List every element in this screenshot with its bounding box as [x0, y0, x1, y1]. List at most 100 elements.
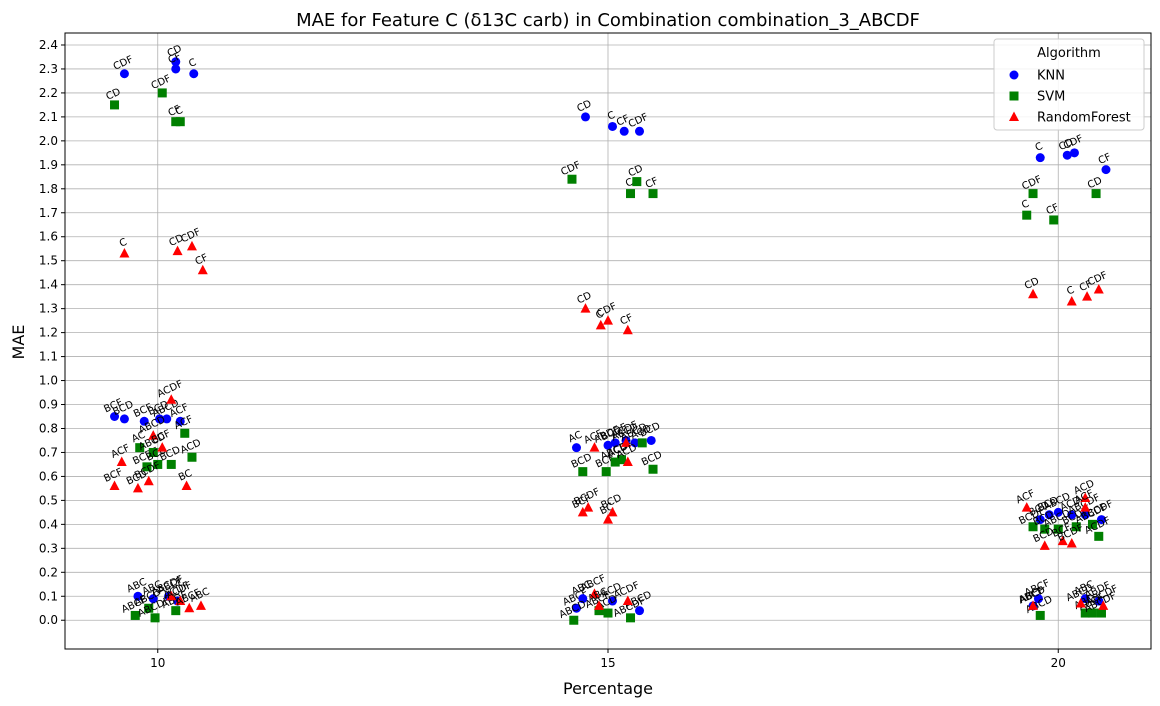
y-tick-label: 1.9	[39, 158, 58, 172]
point-label: C	[624, 177, 635, 190]
data-point-svm	[578, 467, 588, 477]
y-axis-label: MAE	[9, 325, 28, 360]
legend: Algorithm KNN SVM RandomForest	[993, 38, 1145, 131]
data-point-knn	[1035, 515, 1045, 525]
data-point-knn	[189, 69, 199, 79]
data-point-randomforest	[603, 514, 613, 524]
data-point-knn	[1069, 148, 1079, 158]
y-tick-label: 1.8	[39, 182, 58, 196]
data-point-randomforest	[186, 240, 197, 251]
data-point-svm	[150, 613, 160, 623]
legend-items: KNN SVM RandomForest	[1009, 69, 1131, 126]
data-point-svm	[648, 189, 658, 199]
data-point-knn	[1080, 594, 1090, 604]
data-point-randomforest	[166, 394, 177, 404]
y-tick-label: 1.6	[39, 230, 58, 244]
data-point-randomforest	[621, 437, 632, 447]
data-point-knn	[1096, 515, 1106, 525]
data-point-knn	[603, 440, 613, 450]
data-point-knn	[119, 69, 129, 79]
data-point-svm	[617, 455, 627, 465]
point-label: CF	[1045, 202, 1061, 217]
y-tick-label: 0.8	[39, 421, 58, 435]
data-point-svm	[626, 613, 636, 623]
data-point-knn	[171, 64, 181, 74]
data-point-svm	[187, 452, 197, 462]
data-point-knn	[1035, 153, 1045, 163]
point-label: CF	[615, 113, 631, 128]
y-tick-label: 0.9	[39, 398, 58, 412]
data-point-randomforest	[607, 506, 618, 517]
data-point-knn	[571, 443, 581, 453]
data-point-knn	[175, 416, 185, 426]
point-label: CD	[104, 86, 122, 102]
data-point-randomforest	[172, 245, 183, 256]
x-axis-label: Percentage	[563, 679, 653, 698]
data-point-randomforest	[1021, 502, 1032, 512]
data-point-randomforest	[1093, 283, 1104, 294]
point-label: C	[174, 105, 185, 118]
y-axis-ticks: 0.0 0.1 0.2 0.3 0.4 0.5 0.6 0.7 0.8 0.9 1.0 1.1 1.2 1…	[39, 38, 65, 627]
data-point-svm	[1096, 608, 1106, 618]
point-label: ACF	[1015, 488, 1037, 506]
data-point-svm	[1053, 524, 1063, 534]
data-point-knn	[646, 435, 656, 445]
data-point-randomforest	[1039, 540, 1050, 550]
data-point-svm	[130, 610, 140, 620]
legend-frame	[993, 38, 1145, 131]
point-label: C	[1020, 198, 1031, 211]
data-point-svm	[1028, 189, 1038, 199]
data-point-randomforest	[589, 588, 600, 598]
data-point-knn	[630, 438, 640, 448]
point-label: CD	[575, 290, 593, 306]
data-point-knn	[635, 126, 645, 136]
point-label: CF	[1097, 152, 1113, 167]
point-label: CD	[627, 163, 645, 179]
data-point-randomforest	[109, 480, 120, 491]
data-point-knn	[608, 121, 618, 131]
data-point-svm	[648, 464, 658, 474]
data-point-knn	[1053, 507, 1063, 517]
data-point-svm	[1028, 522, 1038, 532]
data-point-svm	[637, 438, 647, 448]
point-label: BC	[177, 468, 194, 484]
data-point-knn	[1067, 510, 1077, 520]
x-tick-label: 10	[150, 656, 165, 670]
data-point-knn	[1101, 165, 1111, 175]
legend-label: SVM	[1037, 90, 1065, 105]
y-tick-label: 0.3	[39, 541, 58, 555]
y-tick-label: 2.3	[39, 62, 58, 76]
data-point-svm	[148, 447, 158, 457]
data-point-knn	[119, 414, 129, 424]
y-tick-label: 0.6	[39, 469, 58, 483]
data-point-knn	[1094, 596, 1104, 606]
data-point-knn	[133, 591, 143, 601]
point-label: C	[594, 309, 605, 322]
data-point-svm	[1091, 189, 1101, 199]
data-point-svm	[171, 606, 181, 616]
data-point-knn	[1062, 150, 1072, 160]
data-point-svm	[1022, 210, 1032, 220]
point-label: C	[1065, 285, 1076, 298]
data-point-svm	[153, 459, 163, 469]
data-point-knn	[171, 57, 181, 67]
data-point-randomforest	[595, 319, 606, 330]
data-point-svm	[180, 428, 190, 438]
data-point-svm	[569, 615, 579, 625]
chart-title: MAE for Feature C (δ13C carb) in Combina…	[296, 10, 920, 31]
data-point-randomforest	[166, 590, 177, 601]
legend-marker-knn	[1009, 70, 1019, 80]
data-point-knn	[162, 414, 172, 424]
data-point-randomforest	[622, 456, 633, 467]
point-label: CF	[644, 176, 660, 191]
data-point-randomforest	[580, 303, 591, 313]
data-point-svm	[567, 174, 577, 184]
data-point-svm	[594, 606, 604, 616]
data-point-svm	[626, 189, 636, 199]
data-point-randomforest	[1080, 502, 1091, 512]
data-point-svm	[110, 100, 120, 110]
point-label: C	[187, 57, 198, 70]
data-point-knn	[155, 414, 165, 424]
point-label: CF	[194, 252, 210, 267]
